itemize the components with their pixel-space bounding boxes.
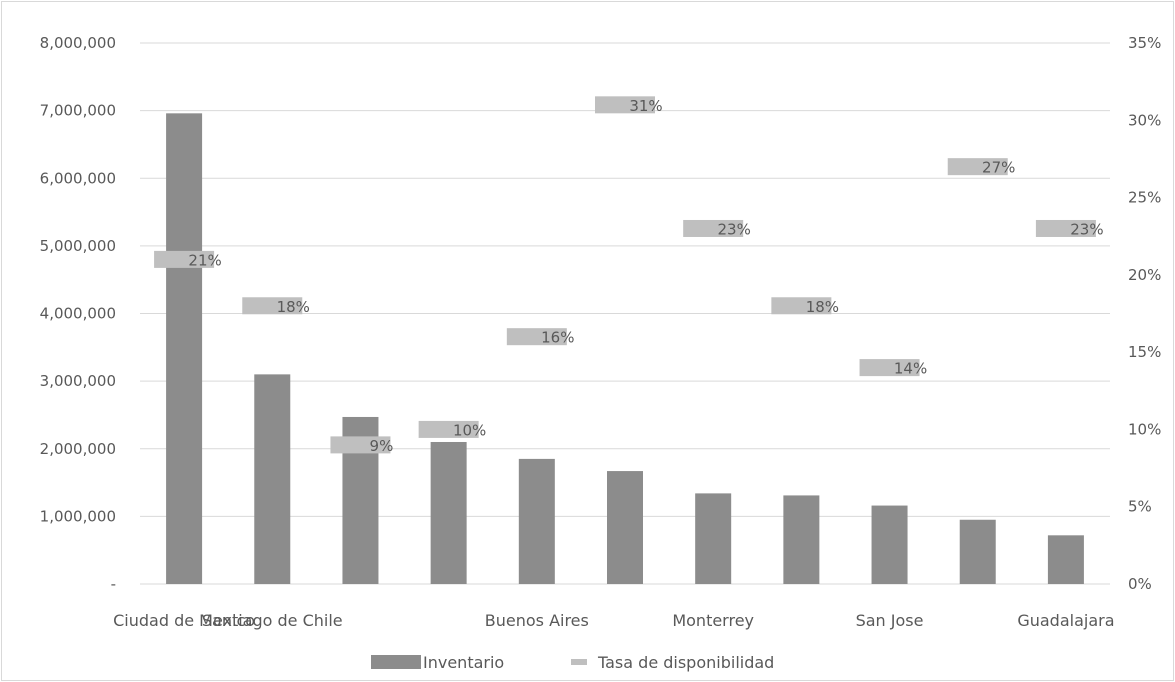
marker <box>418 420 479 438</box>
data-label: 9% <box>370 437 394 455</box>
bar <box>959 519 996 584</box>
y2-tick-label: 30% <box>1128 111 1161 129</box>
bar <box>695 493 732 584</box>
tasa-markers: 21% 18% 9% 10% 16% 31% 23% 18% 14% 27% 23% <box>154 96 1104 455</box>
data-label: 23% <box>718 220 751 238</box>
y-tick-label: 8,000,000 <box>40 34 116 52</box>
y-axis-right: 0% 5% 10% 15% 20% 25% 30% 35% <box>1128 34 1161 593</box>
bar <box>518 458 555 584</box>
y-tick-label: 2,000,000 <box>40 440 116 458</box>
bar <box>166 113 203 584</box>
marker <box>330 436 391 454</box>
marker <box>506 328 567 346</box>
marker <box>1035 219 1096 237</box>
legend-label-inventario: Inventario <box>423 653 504 672</box>
legend-swatch-tasa <box>571 659 587 665</box>
y-axis-left: - 1,000,000 2,000,000 3,000,000 4,000,000 5,0… <box>40 34 116 593</box>
x-tick-label: Santiago de Chile <box>202 611 343 630</box>
marker <box>947 158 1008 176</box>
y2-tick-label: 35% <box>1128 34 1161 52</box>
marker <box>595 96 655 114</box>
y-tick-label: 4,000,000 <box>40 305 116 323</box>
legend-swatch-inventario <box>371 655 421 669</box>
x-tick-label: San Jose <box>856 611 924 630</box>
marker <box>242 297 303 315</box>
y2-tick-label: 0% <box>1128 575 1152 593</box>
data-label: 27% <box>982 159 1015 177</box>
data-label: 18% <box>806 298 839 316</box>
x-tick-label: Buenos Aires <box>485 611 589 630</box>
bar <box>871 505 908 584</box>
bar <box>783 495 820 584</box>
y-tick-label: 1,000,000 <box>40 507 116 525</box>
marker <box>771 297 832 315</box>
y2-tick-label: 20% <box>1128 266 1161 284</box>
marker <box>859 359 920 377</box>
marker <box>154 250 215 268</box>
legend-label-tasa: Tasa de disponibilidad <box>597 653 774 672</box>
y-tick-label: 7,000,000 <box>40 102 116 120</box>
x-tick-label: Ciudad de Mexico <box>113 611 255 630</box>
x-tick-label: Guadalajara <box>1017 611 1114 630</box>
marker <box>683 219 744 237</box>
y-tick-label: 6,000,000 <box>40 169 116 187</box>
y2-tick-label: 25% <box>1128 189 1161 207</box>
x-tick-label: Monterrey <box>672 611 754 630</box>
bar <box>607 471 643 584</box>
data-label: 31% <box>629 97 662 115</box>
gridlines <box>140 42 1110 585</box>
legend: Inventario Tasa de disponibilidad <box>371 653 774 672</box>
data-label: 10% <box>453 421 486 439</box>
data-label: 21% <box>188 251 221 269</box>
bar <box>254 374 291 584</box>
y2-tick-label: 5% <box>1128 498 1152 516</box>
y2-tick-label: 15% <box>1128 343 1161 361</box>
y-tick-label: - <box>111 575 116 593</box>
data-label: 18% <box>277 298 310 316</box>
y-tick-label: 3,000,000 <box>40 372 116 390</box>
data-label: 16% <box>541 329 574 347</box>
y2-tick-label: 10% <box>1128 420 1161 438</box>
y-tick-label: 5,000,000 <box>40 237 116 255</box>
bar <box>1047 535 1084 584</box>
data-label: 14% <box>894 360 927 378</box>
bar <box>430 441 467 584</box>
data-label: 23% <box>1070 220 1103 238</box>
